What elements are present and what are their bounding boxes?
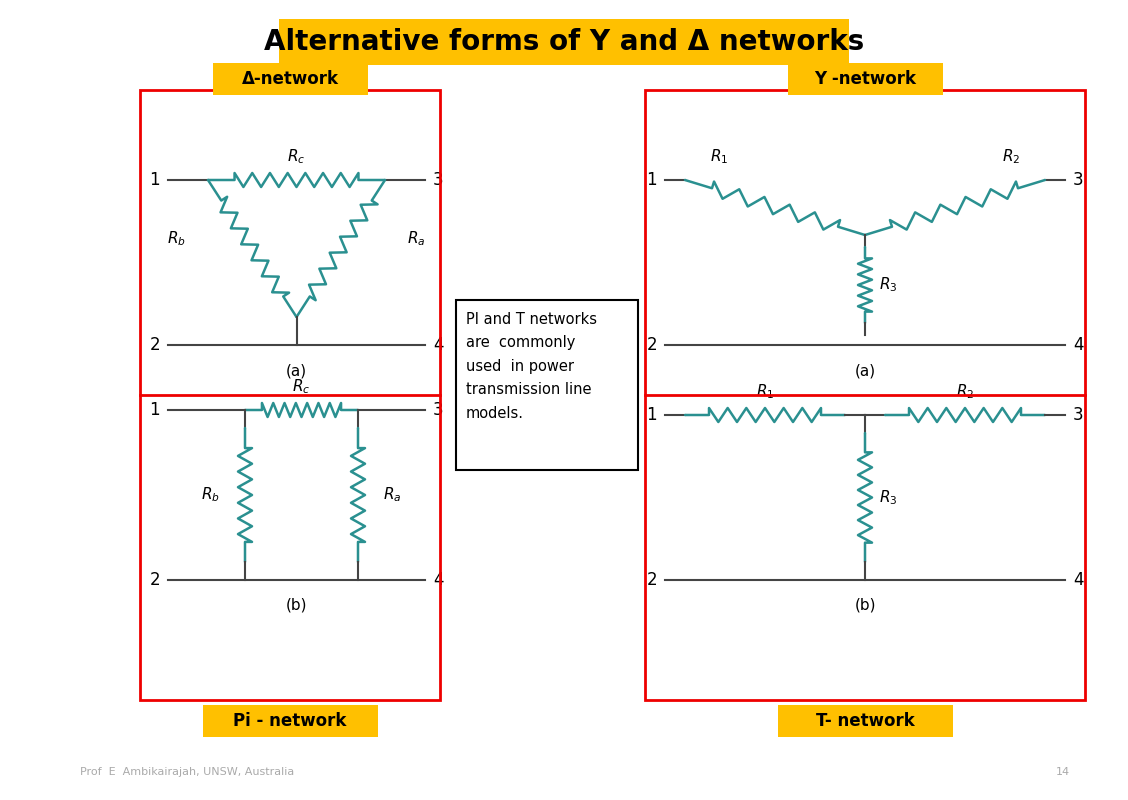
Text: $R_1$: $R_1$	[710, 147, 729, 166]
FancyBboxPatch shape	[279, 19, 849, 65]
FancyBboxPatch shape	[777, 705, 952, 737]
Text: $R_b$: $R_b$	[167, 229, 186, 248]
Text: 3: 3	[1073, 171, 1084, 189]
Text: Prof  E  Ambikairajah, UNSW, Australia: Prof E Ambikairajah, UNSW, Australia	[80, 767, 294, 777]
Text: (a): (a)	[854, 363, 875, 378]
Text: T- network: T- network	[816, 712, 915, 730]
Text: Δ-network: Δ-network	[241, 70, 338, 88]
Text: $R_2$: $R_2$	[1002, 147, 1020, 166]
FancyBboxPatch shape	[212, 63, 368, 95]
Text: PI and T networks
are  commonly
used  in power
transmission line
models.: PI and T networks are commonly used in p…	[466, 312, 597, 421]
Text: Y -network: Y -network	[814, 70, 916, 88]
Bar	[645, 90, 1085, 700]
Text: $R_a$: $R_a$	[407, 229, 425, 248]
Text: (b): (b)	[854, 598, 875, 613]
Text: $R_1$: $R_1$	[756, 382, 774, 401]
Text: Alternative forms of Y and Δ networks: Alternative forms of Y and Δ networks	[264, 28, 864, 56]
Bar	[456, 300, 638, 470]
Text: 2: 2	[149, 336, 160, 354]
Text: $R_2$: $R_2$	[955, 382, 975, 401]
Bar	[140, 90, 440, 700]
Text: 2: 2	[149, 571, 160, 589]
Text: 4: 4	[433, 571, 443, 589]
Text: 1: 1	[646, 171, 656, 189]
Text: (a): (a)	[285, 363, 307, 378]
Text: $R_b$: $R_b$	[201, 486, 220, 504]
Text: 1: 1	[646, 406, 656, 424]
FancyBboxPatch shape	[787, 63, 943, 95]
Text: (b): (b)	[285, 598, 307, 613]
FancyBboxPatch shape	[203, 705, 378, 737]
Text: 14: 14	[1056, 767, 1070, 777]
Text: $R_a$: $R_a$	[384, 486, 402, 504]
Text: $R_c$: $R_c$	[292, 378, 310, 396]
Text: 4: 4	[433, 336, 443, 354]
Text: 1: 1	[149, 401, 160, 419]
Text: 3: 3	[1073, 406, 1084, 424]
Text: Pi - network: Pi - network	[233, 712, 346, 730]
Text: 3: 3	[433, 401, 443, 419]
Text: 2: 2	[646, 336, 656, 354]
Text: 3: 3	[433, 171, 443, 189]
Text: 2: 2	[646, 571, 656, 589]
Text: $R_3$: $R_3$	[879, 276, 898, 294]
Text: $R_3$: $R_3$	[879, 488, 898, 507]
Text: 4: 4	[1073, 571, 1084, 589]
Text: 4: 4	[1073, 336, 1084, 354]
Text: 1: 1	[149, 171, 160, 189]
Text: $R_c$: $R_c$	[288, 147, 306, 166]
